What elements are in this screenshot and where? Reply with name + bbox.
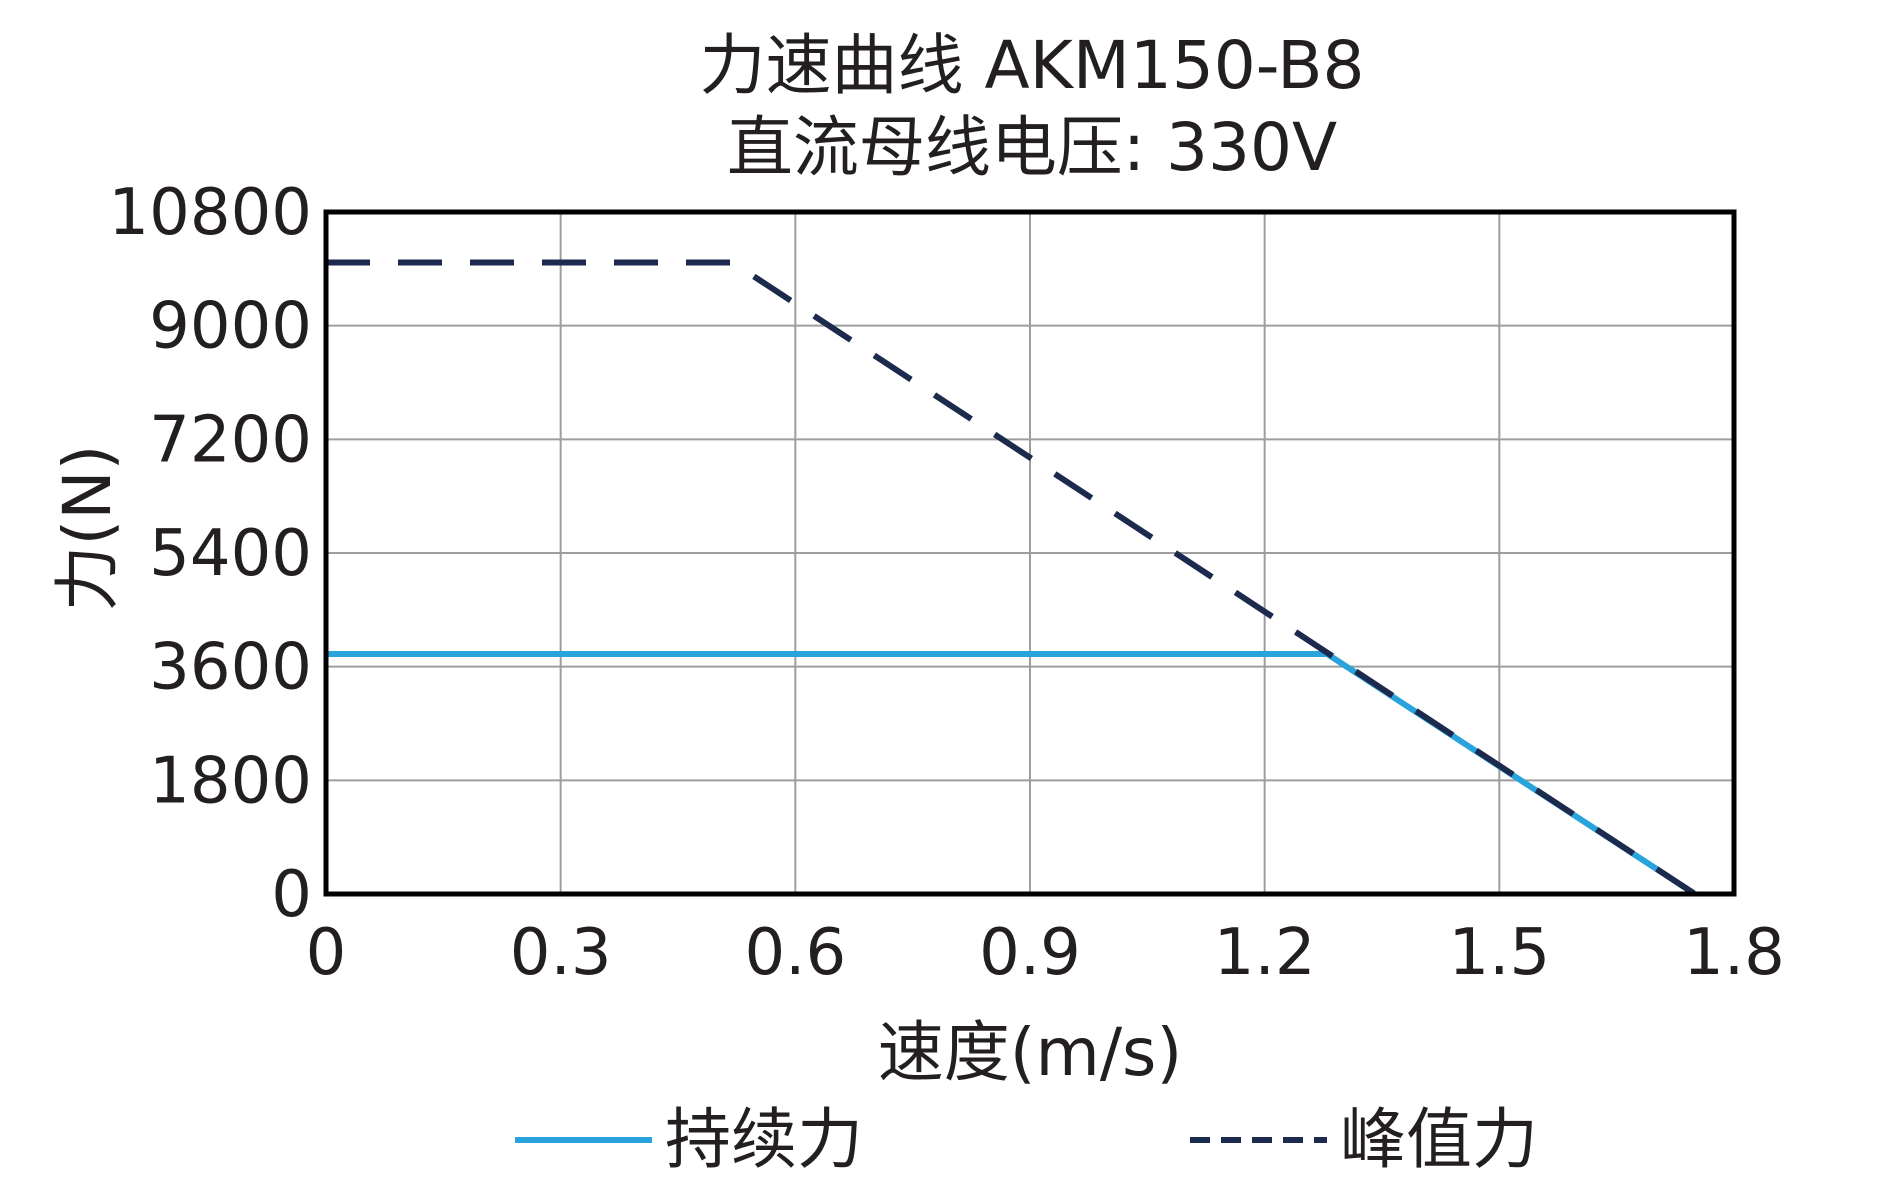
x-tick-label: 1.5 (1448, 916, 1550, 990)
x-tick-label: 1.2 (1214, 916, 1316, 990)
series-lines (326, 259, 1697, 897)
y-tick-label: 3600 (149, 631, 312, 705)
y-tick-label: 7200 (149, 403, 312, 477)
y-tick-label: 5400 (149, 517, 312, 591)
grid (326, 212, 1734, 894)
y-tick-label: 0 (271, 858, 312, 932)
chart-title: 力速曲线 AKM150-B8 直流母线电压: 330V (699, 27, 1364, 186)
plot-frame (323, 209, 1737, 897)
x-axis-label: 速度(m/s) (878, 1014, 1182, 1091)
x-tick-label: 0.3 (510, 916, 612, 990)
x-tick-label: 0.6 (744, 916, 846, 990)
peak-force-line (326, 259, 1697, 897)
legend-label-peak: 峰值力 (1340, 1101, 1538, 1178)
legend-label-continuous: 持续力 (665, 1101, 863, 1178)
y-tick-label: 9000 (149, 290, 312, 364)
continuous-force-line (326, 651, 1697, 897)
chart-title-line-2: 直流母线电压: 330V (727, 109, 1337, 186)
chart-title-line-1: 力速曲线 AKM150-B8 (699, 27, 1364, 104)
x-tick-label: 0 (306, 916, 347, 990)
y-axis-label: 力(N) (49, 445, 126, 612)
y-tick-label: 1800 (149, 744, 312, 818)
x-tick-label: 1.8 (1683, 916, 1785, 990)
x-tick-label: 0.9 (979, 916, 1081, 990)
y-tick-label: 10800 (108, 176, 312, 250)
legend: 持续力 峰值力 (515, 1101, 1538, 1178)
y-axis-ticks: 0 1800 3600 5400 7200 9000 10800 (108, 176, 312, 932)
x-axis-ticks: 0 0.3 0.6 0.9 1.2 1.5 1.8 (306, 916, 1785, 990)
